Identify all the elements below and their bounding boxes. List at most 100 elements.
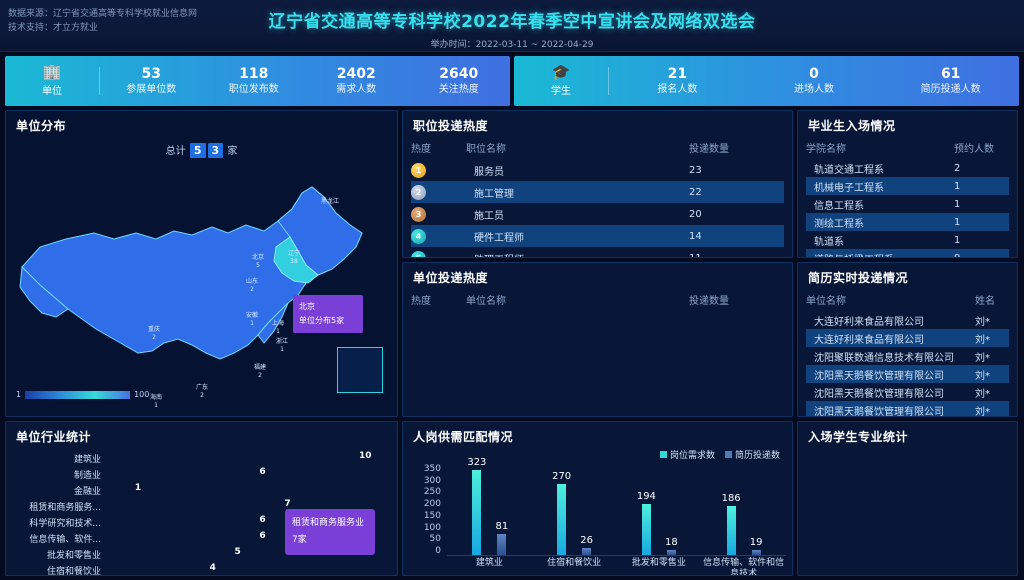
rank-cell: 5 xyxy=(411,247,466,257)
kpi-item-demand[interactable]: 2402 需求人数 xyxy=(305,65,408,97)
panel-supply-demand: 人岗供需匹配情况 岗位需求数 简历投递数 350 300 250 200 150… xyxy=(402,421,793,576)
bar-row[interactable]: 制造业 6 xyxy=(14,467,389,481)
legend-item-demand[interactable]: 岗位需求数 xyxy=(659,448,715,461)
kpi-item-attention[interactable]: 2640 关注热度 xyxy=(408,65,511,97)
building-icon: 🏢 单位 xyxy=(5,65,100,97)
bar-resume[interactable]: 19 xyxy=(750,537,762,555)
college-name: 轨道交通工程系 xyxy=(814,164,884,176)
legend-item-resume[interactable]: 简历投递数 xyxy=(724,448,780,461)
map-legend[interactable]: 1 100 xyxy=(16,390,149,399)
kpi-item-positions[interactable]: 118 职位发布数 xyxy=(203,65,306,97)
chart-legend[interactable]: 岗位需求数 简历投递数 xyxy=(659,448,780,461)
kpi-value: 61 xyxy=(940,66,961,82)
company-name: 大连好利来食品有限公司 xyxy=(814,316,924,328)
total-prefix: 总计 xyxy=(165,146,186,157)
college-name: 道路与桥梁工程系 xyxy=(806,249,954,257)
bar-row[interactable]: 住宿和餐饮业 4 xyxy=(14,563,389,575)
table-row[interactable]: 大连好利来食品有限公司 刘* xyxy=(806,329,1009,347)
table-row[interactable]: 4 硬件工程师 14 xyxy=(411,225,784,247)
bar-group[interactable]: 323 81 xyxy=(447,457,532,555)
tooltip-value: 7家 xyxy=(292,535,307,545)
bar-group[interactable]: 270 26 xyxy=(532,464,617,555)
rank-cell: 3 xyxy=(411,203,466,225)
college-name: 机械电子工程系 xyxy=(806,177,954,195)
bar-track: 10 xyxy=(106,451,389,462)
bar-resume[interactable]: 18 xyxy=(665,537,678,555)
bar-group[interactable]: 194 18 xyxy=(617,464,702,555)
kpi-caption: 报名人数 xyxy=(657,84,698,95)
x-tick-label: 批发和零售业 xyxy=(631,558,686,568)
table-row[interactable]: 1 服务员 23 xyxy=(411,159,784,181)
table-row[interactable]: 轨道系 1 xyxy=(806,231,1009,249)
bar-demand[interactable]: 270 xyxy=(552,471,571,555)
table-row[interactable]: 道路与桥梁工程系 9 xyxy=(806,249,1009,257)
table-row[interactable]: 沈阳黑天鹅餐饮管理有限公司 刘* xyxy=(806,383,1009,401)
kpi-caption: 参展单位数 xyxy=(126,84,177,95)
legend-swatch-icon xyxy=(659,451,667,458)
kpi-item-resumes[interactable]: 61 简历投递人数 xyxy=(882,65,1019,97)
legend-gradient[interactable] xyxy=(25,390,131,399)
job-name: 施工管理 xyxy=(466,181,689,203)
kpi-caption: 需求人数 xyxy=(336,84,377,95)
header-center: 辽宁省交通高等专科学校2022年春季空中宣讲会及网络双选会 举办时间：2022-… xyxy=(0,0,1024,50)
table-row[interactable]: 大连好利来食品有限公司 刘* xyxy=(806,311,1009,329)
bar-track: 6 xyxy=(106,467,389,478)
meta-support-line: 技术支持：才立方就业 xyxy=(8,23,99,33)
job-name: 施工员 xyxy=(474,210,504,222)
bar-row[interactable]: 信息传输、软件... 6 xyxy=(14,531,389,545)
bar-demand[interactable]: 194 xyxy=(637,491,656,555)
table-row[interactable]: 测绘工程系 1 xyxy=(806,213,1009,231)
bar-value: 6 xyxy=(259,515,266,525)
y-tick: 0 xyxy=(435,545,441,556)
kpi-unit-items: 53 参展单位数 118 职位发布数 2402 需求人数 2640 关注热度 xyxy=(100,65,510,97)
bar-label: 建筑业 xyxy=(73,454,101,465)
bar-row[interactable]: 金融业 1 xyxy=(14,483,389,497)
kpi-item-exhibitors[interactable]: 53 参展单位数 xyxy=(100,65,203,97)
panel-unit-heat: 单位投递热度 热度 单位名称 投递数量 xyxy=(402,262,793,417)
kpi-caption: 进场人数 xyxy=(794,84,834,95)
table-row[interactable]: 3 施工员 20 xyxy=(411,203,784,225)
bar-resume[interactable]: 26 xyxy=(580,535,593,555)
bar-resume[interactable]: 81 xyxy=(496,521,508,555)
bar-group[interactable]: 186 19 xyxy=(701,464,786,555)
china-map-svg[interactable]: 黑龙江 辽宁 38 北京 5 山东 2 安徽 1 上海 1 浙江 1 重庆 xyxy=(6,147,397,409)
province-label: 山东 xyxy=(246,277,258,285)
china-map[interactable]: 黑龙江 辽宁 38 北京 5 山东 2 安徽 1 上海 1 浙江 1 重庆 xyxy=(6,147,397,409)
bar-value: 5 xyxy=(234,547,241,557)
rank-cell: 1 xyxy=(411,159,466,181)
kpi-item-entered[interactable]: 0 进场人数 xyxy=(746,65,883,97)
table-row[interactable]: 轨道交通工程系 2 xyxy=(806,159,1009,177)
y-tick: 200 xyxy=(423,499,441,510)
map-landmass xyxy=(19,186,363,360)
company-name: 大连好利来食品有限公司 xyxy=(806,329,975,347)
kpi-value: 2402 xyxy=(336,66,376,82)
table-row[interactable]: 沈阳黑天鹅餐饮管理有限公司 刘* xyxy=(806,401,1009,416)
bar-demand[interactable]: 186 xyxy=(722,493,741,555)
kpi-item-registered[interactable]: 21 报名人数 xyxy=(609,65,746,97)
job-name: 助理工程师 xyxy=(466,247,689,258)
bar-value: 6 xyxy=(259,531,266,541)
province-value: 2 xyxy=(250,286,254,293)
kpi-student-items: 21 报名人数 0 进场人数 61 简历投递人数 xyxy=(609,65,1019,97)
table-row[interactable]: 沈阳聚联数通信息技术有限公司 刘* xyxy=(806,347,1009,365)
bar-row[interactable]: 租赁和商务服务... 7 xyxy=(14,499,389,513)
table-row[interactable]: 沈阳黑天鹅餐饮管理有限公司 刘* xyxy=(806,365,1009,383)
bar-row[interactable]: 建筑业 10 xyxy=(14,451,389,465)
table-row[interactable]: 5 助理工程师 11 xyxy=(411,247,784,258)
bar-row[interactable]: 科学研究和技术... 6 xyxy=(14,515,389,529)
province-label: 黑龙江 xyxy=(321,197,339,205)
table-row[interactable]: 机械电子工程系 1 xyxy=(806,177,1009,195)
col-rank: 热度 xyxy=(411,144,431,155)
bar-row[interactable]: 批发和零售业 5 xyxy=(14,547,389,561)
bar-value: 7 xyxy=(284,499,291,509)
table-row[interactable]: 信息工程系 1 xyxy=(806,195,1009,213)
applicant-name: 刘* xyxy=(975,316,990,328)
reserved-count: 1 xyxy=(954,198,961,210)
table-row[interactable]: 2 施工管理 22 xyxy=(411,181,784,203)
kpi-bar: 🏢 单位 53 参展单位数 118 职位发布数 2402 需求人数 2640 xyxy=(5,56,1019,106)
province-label: 重庆 xyxy=(148,325,160,333)
bar-demand[interactable]: 323 xyxy=(467,457,486,555)
legend-label: 岗位需求数 xyxy=(669,451,715,461)
bar-label: 批发和零售业 xyxy=(46,550,101,561)
college-name: 测绘工程系 xyxy=(806,213,954,231)
